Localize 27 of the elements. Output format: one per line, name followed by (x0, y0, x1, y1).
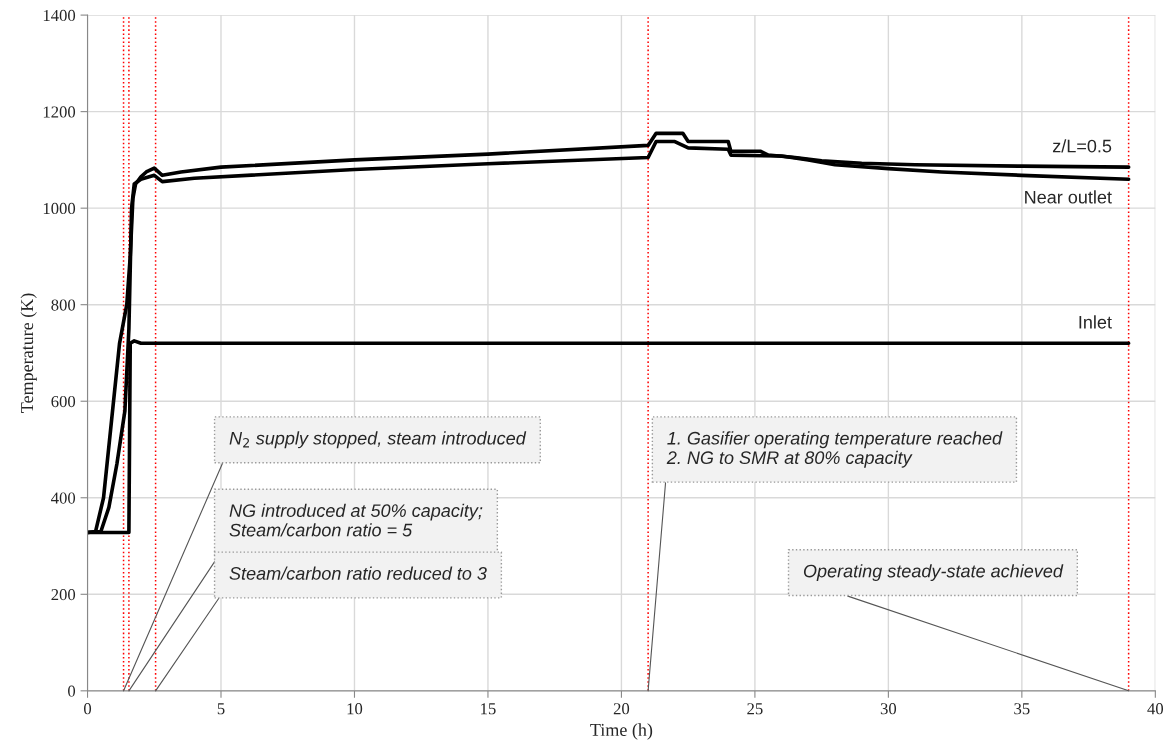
y-tick-label: 1000 (43, 202, 76, 215)
series-label: Near outlet (1025, 190, 1112, 204)
annotation: Steam/carbon ratio reduced to 3 (229, 566, 487, 580)
x-axis-title: Time (h) (590, 723, 653, 740)
x-tick-label: 5 (217, 703, 225, 715)
y-tick-label: 1200 (43, 106, 76, 118)
y-tick-label: 600 (51, 395, 76, 408)
annotation: N$_{2}$ supply stopped, steam introduced (229, 431, 527, 449)
x-tick-label: 20 (613, 703, 630, 715)
annotation: NG introduced at 50% capacity; Steam/carbon ratio = 5 (229, 503, 483, 537)
y-tick-label: 800 (51, 299, 76, 311)
series-label: Inlet (1079, 315, 1112, 329)
y-tick-label: 400 (51, 492, 76, 504)
x-tick-label: 10 (347, 703, 363, 715)
x-tick-label: 30 (880, 703, 897, 715)
x-tick-label: 25 (747, 703, 763, 715)
x-tick-label: 0 (83, 703, 92, 715)
x-tick-label: 15 (481, 703, 496, 715)
y-tick-label: 0 (68, 685, 76, 697)
y-tick-label: 1400 (43, 9, 76, 22)
y-axis-title: Temperature (K) (20, 293, 37, 413)
annotation: Operating steady-state achieved (803, 564, 1064, 581)
y-tick-label: 200 (51, 588, 76, 601)
x-tick-label: 35 (1014, 703, 1030, 715)
series-label: z/L=0.5 (1052, 139, 1112, 153)
annotation: 1. Gasifier operating temperature reached 2. NG to SMR at 80% capacity (666, 431, 1003, 468)
x-tick-label: 40 (1147, 703, 1164, 715)
